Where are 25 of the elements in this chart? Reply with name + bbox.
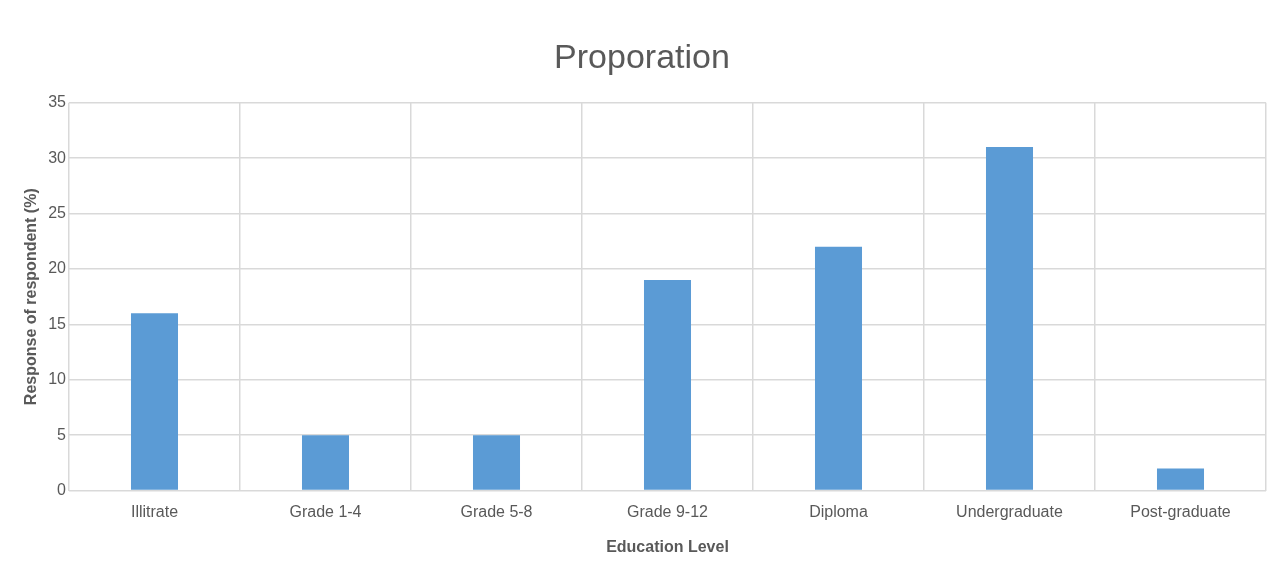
bar [814, 246, 863, 490]
bar [472, 435, 521, 490]
y-tick-label: 15 [48, 314, 67, 332]
x-tick-label: Grade 5-8 [460, 502, 533, 520]
bar [985, 147, 1034, 490]
bar [301, 435, 350, 490]
y-tick-label: 20 [48, 259, 67, 277]
bar [1156, 468, 1205, 490]
y-axis-title: Response of respondent (%) [22, 188, 40, 406]
y-tick-label: 30 [48, 148, 67, 166]
x-tick-label: Grade 9-12 [627, 502, 709, 520]
y-tick-label: 10 [48, 370, 67, 388]
y-tick-label: 25 [48, 204, 67, 222]
chart-title: Proporation [554, 36, 730, 75]
bar [643, 280, 692, 490]
x-tick-label: Post-graduate [1130, 502, 1231, 520]
y-tick-label: 5 [57, 425, 67, 443]
bar [130, 313, 179, 490]
y-tick-label: 35 [48, 93, 67, 111]
x-axis-title: Education Level [606, 537, 729, 555]
x-tick-label: Undergraduate [956, 502, 1063, 520]
y-tick-label: 0 [57, 481, 67, 499]
x-tick-label: Diploma [809, 502, 868, 520]
x-tick-label: Grade 1-4 [289, 502, 362, 520]
x-tick-label: Illitrate [130, 502, 179, 520]
